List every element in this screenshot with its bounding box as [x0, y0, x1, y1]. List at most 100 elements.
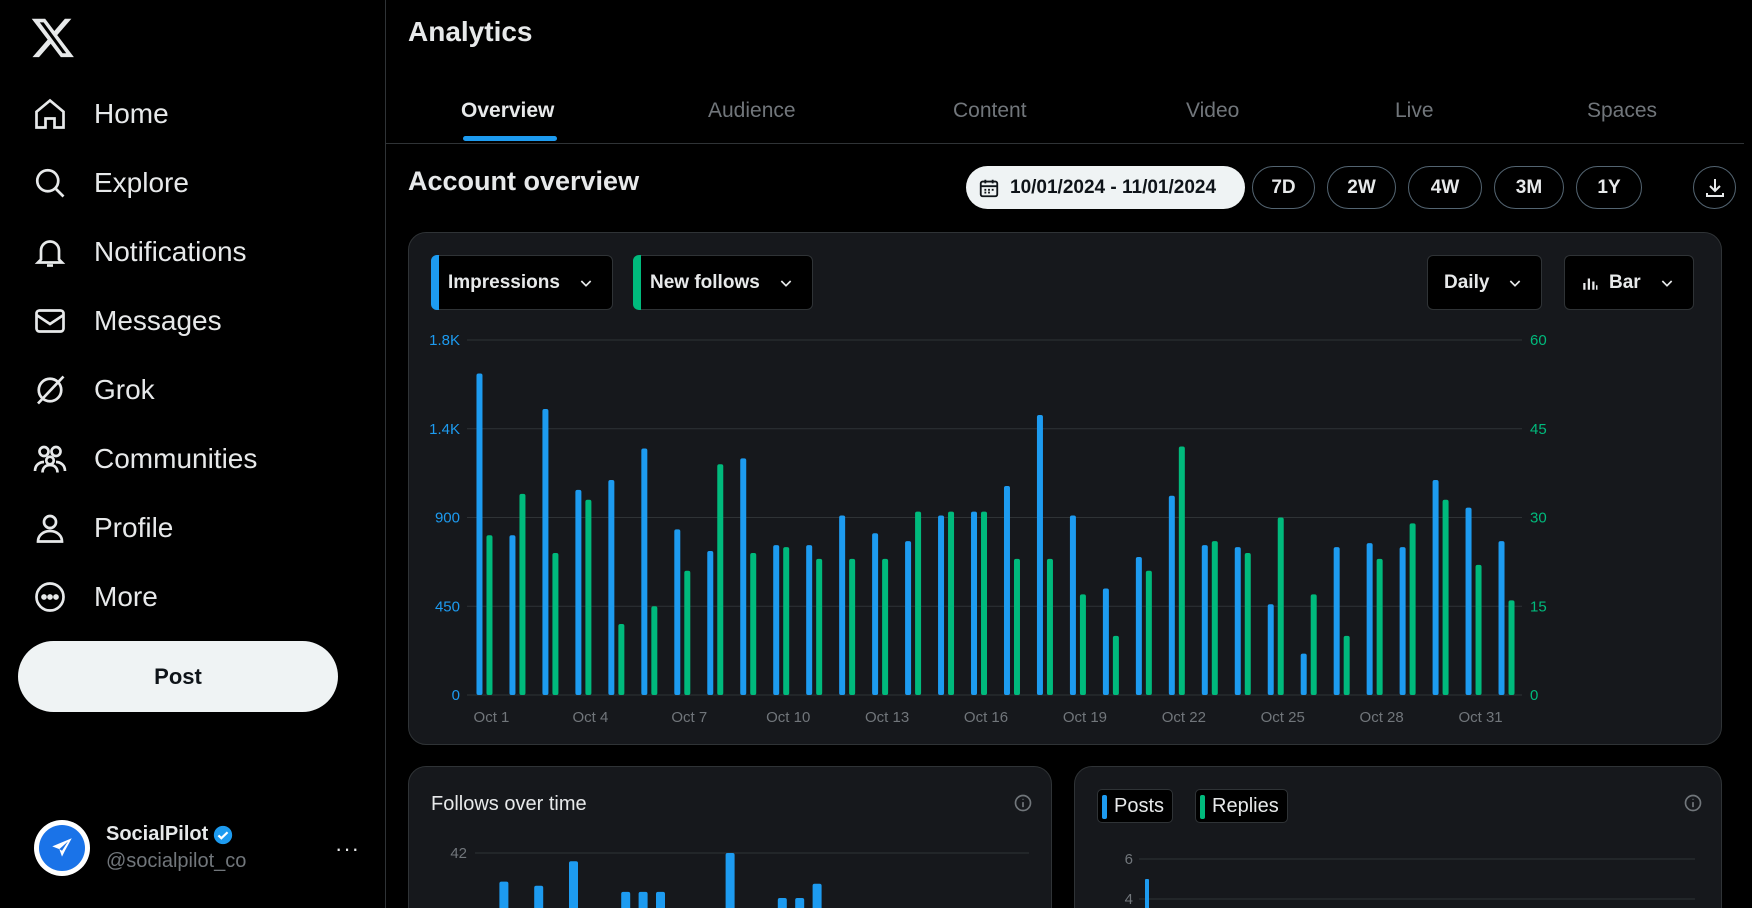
analytics-tabs: Overview Audience Content Video Live Spa…: [386, 78, 1744, 144]
replies-legend-chip[interactable]: Replies: [1195, 789, 1288, 823]
left-axis-tick-label: 450: [435, 598, 460, 615]
tab-content[interactable]: Content: [953, 99, 1027, 122]
impressions-bar: [476, 373, 483, 695]
impressions-bar: [1465, 507, 1472, 695]
download-button[interactable]: [1693, 166, 1736, 209]
nav-label: Messages: [94, 304, 222, 336]
new-follows-color-swatch: [633, 255, 641, 310]
x-axis-tick-label: Oct 7: [671, 709, 707, 726]
range-1y-button[interactable]: 1Y: [1576, 166, 1642, 209]
impressions-bar: [608, 480, 615, 695]
posts-replies-chart: 64: [1125, 851, 1695, 908]
sidebar: Home Explore Notifications Messages Grok…: [0, 0, 386, 908]
account-switcher[interactable]: SocialPilot @socialpilot_co ···: [20, 808, 370, 888]
new-follows-bar: [750, 553, 757, 695]
new-follows-bar: [1343, 635, 1350, 695]
nav-messages[interactable]: Messages: [20, 286, 360, 355]
nav-label: Communities: [94, 442, 258, 474]
new-follows-bar: [1211, 541, 1218, 695]
impressions-bar: [1333, 547, 1340, 695]
x-logo-icon[interactable]: [30, 14, 76, 60]
chart-type-dropdown[interactable]: Bar: [1564, 255, 1694, 310]
new-follows-bar: [915, 511, 922, 695]
left-axis-tick-label: 1.4K: [429, 421, 460, 438]
nav-notifications[interactable]: Notifications: [20, 217, 360, 286]
bell-icon: [34, 239, 66, 267]
new-follows-bar: [1376, 558, 1383, 695]
new-follows-bar: [882, 558, 889, 695]
tab-spaces[interactable]: Spaces: [1587, 99, 1658, 122]
nav-more[interactable]: More: [20, 562, 360, 631]
posts-y-tick-label: 4: [1125, 891, 1133, 908]
metric1-dropdown[interactable]: Impressions: [431, 255, 613, 310]
chevron-down-icon: [1661, 280, 1673, 287]
new-follows-bar: [1277, 517, 1284, 695]
new-follows-bar: [519, 493, 526, 695]
impressions-bar: [1102, 588, 1109, 695]
nav-home[interactable]: Home: [20, 79, 360, 148]
range-2w-button[interactable]: 2W: [1327, 166, 1396, 209]
follows-bar: [725, 853, 735, 908]
person-icon: [36, 514, 64, 543]
metric2-dropdown[interactable]: New follows: [633, 255, 813, 310]
tab-live[interactable]: Live: [1395, 99, 1434, 122]
new-follows-bar: [1112, 635, 1119, 695]
impressions-color-swatch: [431, 255, 439, 310]
nav-profile[interactable]: Profile: [20, 493, 360, 562]
impressions-bar: [971, 511, 978, 695]
x-axis-tick-label: Oct 10: [766, 709, 810, 726]
new-follows-bar: [1310, 594, 1317, 695]
account-handle: @socialpilot_co: [106, 850, 247, 872]
right-axis-tick-label: 30: [1530, 510, 1547, 527]
follows-bar: [569, 861, 578, 908]
date-range-picker[interactable]: 10/01/2024 - 11/01/2024: [966, 166, 1245, 209]
nav-grok[interactable]: Grok: [20, 355, 360, 424]
new-follows-bar: [1442, 499, 1449, 695]
nav-communities[interactable]: Communities: [20, 424, 360, 493]
home-icon: [35, 98, 65, 129]
range-4w-button[interactable]: 4W: [1408, 166, 1482, 209]
follows-bar: [638, 891, 648, 908]
tab-audience[interactable]: Audience: [708, 99, 796, 122]
follows-over-time-chart: 42: [450, 845, 1029, 908]
impressions-bar: [1234, 547, 1241, 695]
new-follows-bar: [684, 570, 691, 695]
info-icon[interactable]: [1683, 793, 1703, 813]
left-axis-tick-label: 1.8K: [429, 332, 460, 349]
info-icon[interactable]: [1013, 793, 1033, 813]
date-range-text: 10/01/2024 - 11/01/2024: [1010, 176, 1217, 198]
posts-legend-chip[interactable]: Posts: [1097, 789, 1174, 823]
range-3m-button[interactable]: 3M: [1494, 166, 1564, 209]
nav-label: Grok: [94, 373, 155, 405]
post-button[interactable]: Post: [18, 641, 338, 712]
active-tab-indicator: [463, 136, 557, 141]
interval-dropdown[interactable]: Daily: [1427, 255, 1542, 310]
impressions-bar: [1135, 556, 1142, 695]
impressions-bar: [509, 535, 516, 695]
x-axis-tick-label: Oct 1: [474, 709, 510, 726]
new-follows-bar: [1475, 564, 1482, 695]
x-axis-tick-label: Oct 4: [572, 709, 608, 726]
tab-video[interactable]: Video: [1186, 99, 1240, 122]
new-follows-bar: [783, 547, 790, 695]
range-7d-button[interactable]: 7D: [1252, 166, 1315, 209]
impressions-bar: [575, 489, 582, 695]
grok-icon: [37, 375, 65, 404]
tab-overview[interactable]: Overview: [461, 99, 555, 122]
x-axis-tick-label: Oct 31: [1458, 709, 1502, 726]
new-follows-bar: [486, 535, 493, 695]
account-name: SocialPilot: [106, 823, 209, 845]
nav-explore[interactable]: Explore: [20, 148, 360, 217]
impressions-bar: [1069, 515, 1076, 695]
follows-bar: [621, 891, 631, 908]
metric2-label: New follows: [650, 271, 760, 293]
follows-bar: [795, 898, 805, 908]
impressions-bar: [674, 529, 681, 695]
account-more-icon[interactable]: ···: [335, 836, 360, 861]
new-follows-bar: [1244, 553, 1251, 695]
posts-color-swatch: [1102, 795, 1107, 819]
new-follows-bar: [585, 499, 592, 695]
main-content: Analytics Overview Audience Content Vide…: [386, 0, 1744, 908]
new-follows-bar: [1079, 594, 1086, 695]
